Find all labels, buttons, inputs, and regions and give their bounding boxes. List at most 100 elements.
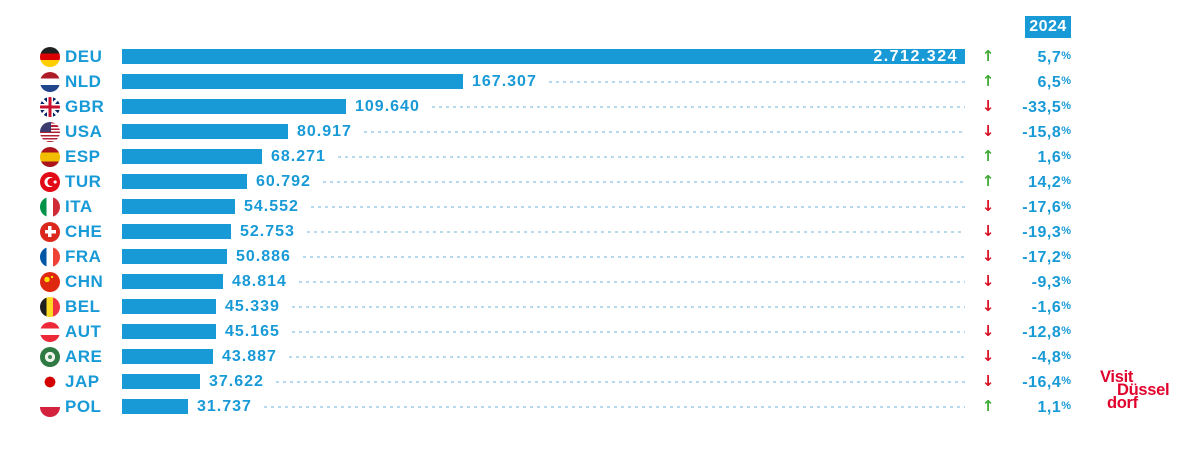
- country-row: GBR 109.640 ↓ -33,5%: [0, 94, 1200, 119]
- bar-track: 37.622: [122, 369, 965, 394]
- country-flag-icon: [40, 96, 60, 117]
- bar-track: 2.712.324: [122, 44, 965, 69]
- bar-value-label: 43.887: [222, 347, 277, 365]
- leader-dashed-line: [322, 180, 965, 183]
- value-bar: [122, 274, 223, 289]
- leader-dashed-line: [310, 205, 965, 208]
- value-bar: 2.712.324: [122, 47, 965, 65]
- country-flag-icon: [40, 46, 60, 67]
- bar-value-label: 109.640: [355, 97, 420, 115]
- change-percent-label: -1,6%: [1031, 299, 1071, 316]
- trend-arrow-icon: ↓: [981, 372, 995, 390]
- leader-dashed-line: [275, 380, 965, 383]
- leader-dashed-line: [306, 230, 965, 233]
- year-badge: 2024: [1025, 16, 1071, 38]
- country-flag-icon: [40, 121, 60, 142]
- bar-track: 45.339: [122, 294, 965, 319]
- trend-arrow-icon: ↑: [981, 172, 995, 190]
- country-row: TUR 60.792 ↑ 14,2%: [0, 169, 1200, 194]
- country-row: CHN 48.814 ↓ -9,3%: [0, 269, 1200, 294]
- change-percent-label: 6,5%: [1037, 74, 1071, 91]
- country-code-label: USA: [65, 122, 103, 141]
- bar-value-inside-label: 2.712.324: [873, 47, 958, 65]
- visit-duesseldorf-logo: Visit Düssel dorf: [1100, 368, 1170, 412]
- leader-dashed-line: [288, 355, 965, 358]
- bar-value-label: 52.753: [240, 222, 295, 240]
- country-flag-icon: [40, 371, 60, 392]
- country-code-label: POL: [65, 397, 102, 416]
- bar-value-label: 48.814: [232, 272, 287, 290]
- value-bar: [122, 124, 288, 139]
- country-code-label: GBR: [65, 97, 105, 116]
- change-percent-label: -4,8%: [1031, 349, 1071, 366]
- bar-track: 45.165: [122, 319, 965, 344]
- bar-value-label: 54.552: [244, 197, 299, 215]
- bar-value-label: 37.622: [209, 372, 264, 390]
- logo-line-1: Visit: [1100, 368, 1134, 386]
- bar-value-label: 50.886: [236, 247, 291, 265]
- country-row: ITA 54.552 ↓ -17,6%: [0, 194, 1200, 219]
- country-row: USA 80.917 ↓ -15,8%: [0, 119, 1200, 144]
- country-row: AUT 45.165 ↓ -12,8%: [0, 319, 1200, 344]
- bar-track: 31.737: [122, 394, 965, 419]
- trend-arrow-icon: ↑: [981, 147, 995, 165]
- value-bar: [122, 399, 188, 414]
- country-flag-icon: [40, 221, 60, 242]
- country-flag-icon: [40, 71, 60, 92]
- bar-track: 109.640: [122, 94, 965, 119]
- country-row: CHE 52.753 ↓ -19,3%: [0, 219, 1200, 244]
- leader-dashed-line: [548, 80, 965, 83]
- change-percent-label: 14,2%: [1028, 174, 1071, 191]
- change-percent-label: -16,4%: [1022, 374, 1071, 391]
- change-percent-label: -17,2%: [1022, 249, 1071, 266]
- trend-arrow-icon: ↓: [981, 222, 995, 240]
- country-code-label: AUT: [65, 322, 102, 341]
- trend-arrow-icon: ↓: [981, 97, 995, 115]
- bar-value-label: 45.339: [225, 297, 280, 315]
- logo-line-3: dorf: [1107, 394, 1138, 412]
- bar-track: 50.886: [122, 244, 965, 269]
- value-bar: [122, 249, 227, 264]
- country-code-label: NLD: [65, 72, 102, 91]
- change-percent-label: -15,8%: [1022, 124, 1071, 141]
- value-bar: [122, 74, 463, 89]
- bar-track: 48.814: [122, 269, 965, 294]
- country-row: FRA 50.886 ↓ -17,2%: [0, 244, 1200, 269]
- trend-arrow-icon: ↓: [981, 247, 995, 265]
- country-flag-icon: [40, 321, 60, 342]
- country-code-label: CHE: [65, 222, 103, 241]
- country-code-label: DEU: [65, 47, 103, 66]
- trend-arrow-icon: ↓: [981, 297, 995, 315]
- trend-arrow-icon: ↓: [981, 347, 995, 365]
- leader-dashed-line: [337, 155, 965, 158]
- trend-arrow-icon: ↑: [981, 72, 995, 90]
- value-bar: [122, 99, 346, 114]
- bar-value-label: 60.792: [256, 172, 311, 190]
- country-row: ESP 68.271 ↑ 1,6%: [0, 144, 1200, 169]
- leader-dashed-line: [263, 405, 965, 408]
- country-code-label: ESP: [65, 147, 101, 166]
- bar-value-label: 167.307: [472, 72, 537, 90]
- country-flag-icon: [40, 146, 60, 167]
- logo-line-2: Düssel: [1117, 381, 1170, 399]
- country-flag-icon: [40, 296, 60, 317]
- change-percent-label: -33,5%: [1022, 99, 1071, 116]
- leader-dashed-line: [291, 305, 965, 308]
- country-code-label: TUR: [65, 172, 102, 191]
- bar-track: 68.271: [122, 144, 965, 169]
- value-bar: [122, 374, 200, 389]
- country-code-label: ITA: [65, 197, 93, 216]
- change-percent-label: 1,1%: [1037, 399, 1071, 416]
- leader-dashed-line: [298, 280, 965, 283]
- bar-track: 80.917: [122, 119, 965, 144]
- country-flag-icon: [40, 196, 60, 217]
- country-row: DEU 2.712.324 ↑ 5,7%: [0, 44, 1200, 69]
- leader-dashed-line: [431, 105, 965, 108]
- value-bar: [122, 299, 216, 314]
- value-bar: [122, 199, 235, 214]
- change-percent-label: 1,6%: [1037, 149, 1071, 166]
- value-bar: [122, 174, 247, 189]
- leader-dashed-line: [291, 330, 965, 333]
- change-percent-label: -19,3%: [1022, 224, 1071, 241]
